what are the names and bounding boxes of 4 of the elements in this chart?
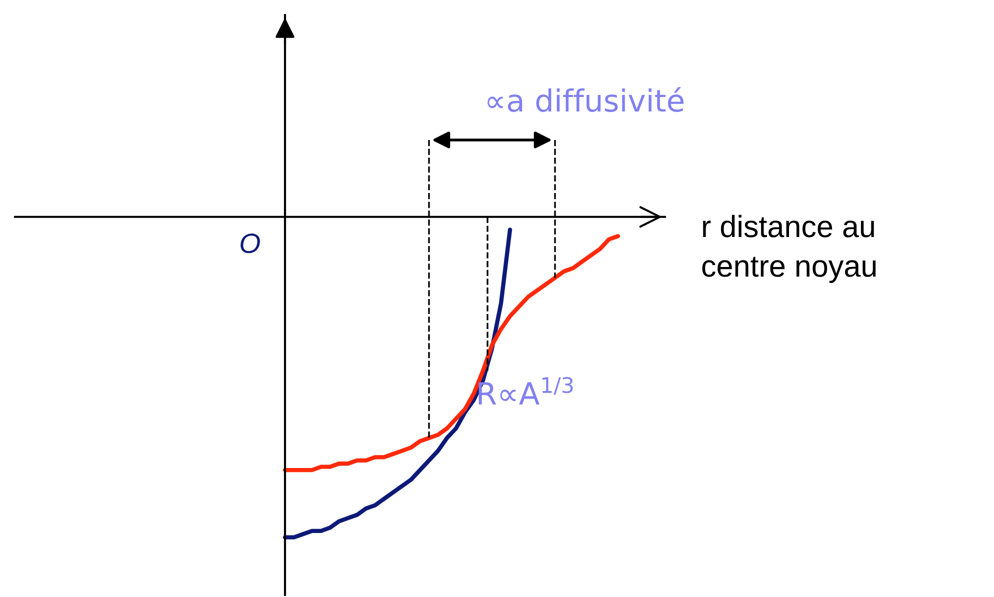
text: ∝a diffusivité [488, 87, 684, 112]
x-axis-title: r distance au centre noyau [702, 214, 876, 283]
text: O [240, 234, 260, 254]
annotation: R∝A$^{1/3}$ [478, 376, 573, 405]
